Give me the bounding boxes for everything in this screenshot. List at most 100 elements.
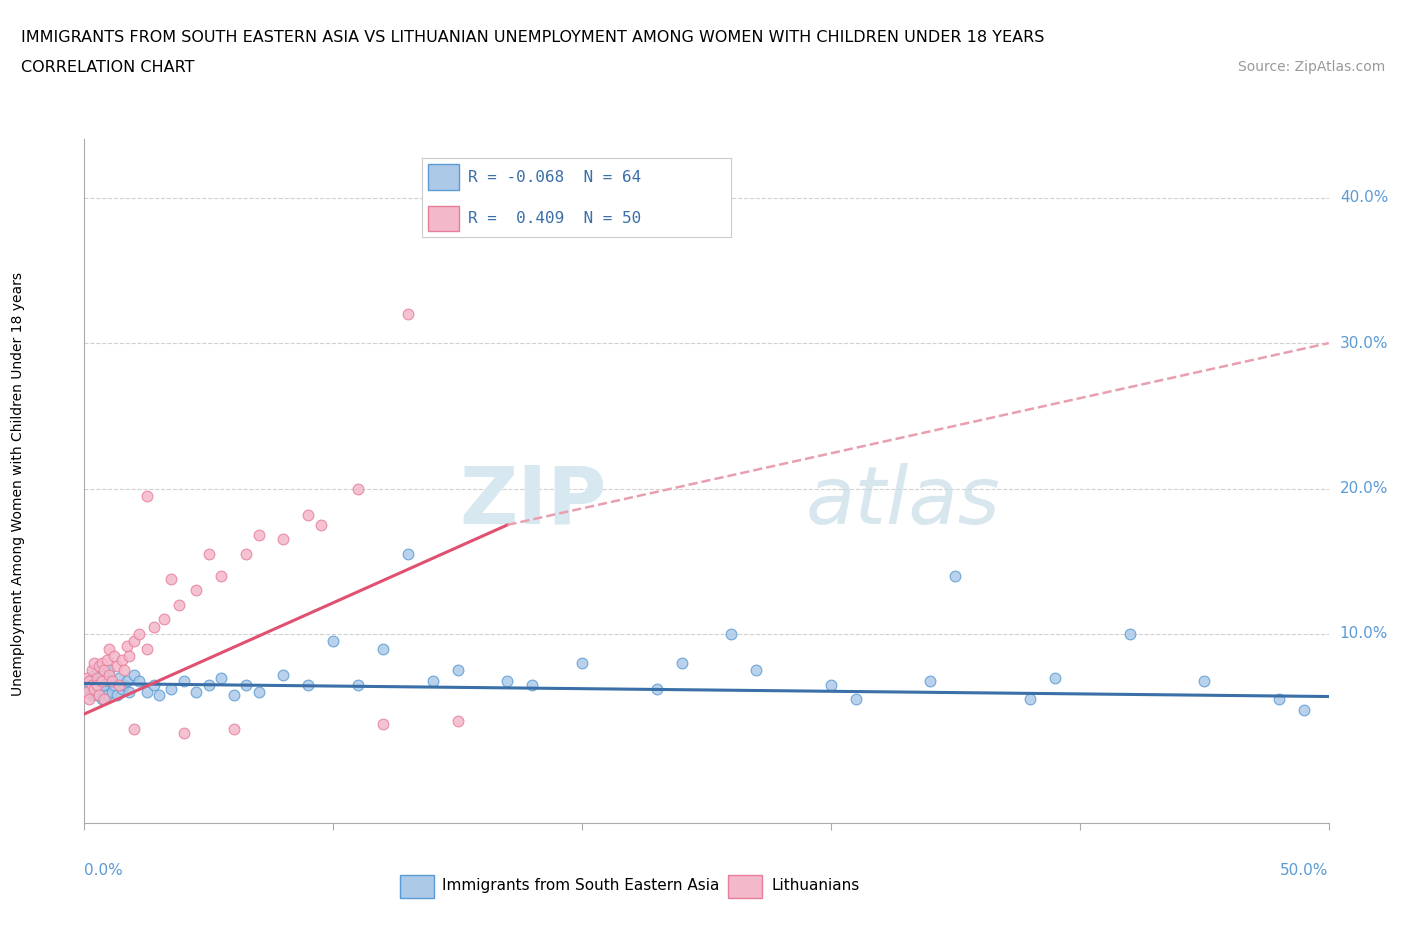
Point (79, 692, 101, 707)
Point (371, 641, 394, 656)
Point (148, 687, 170, 702)
Point (89, 681, 111, 696)
Point (222, 687, 245, 702)
Point (86, 687, 108, 702)
Text: 0.0%: 0.0% (84, 863, 124, 878)
Text: R = -0.068  N = 64: R = -0.068 N = 64 (468, 169, 641, 184)
Point (209, 568, 232, 583)
Point (112, 663, 135, 678)
Point (90, 667, 112, 682)
Point (845, 692, 868, 707)
Point (118, 684, 141, 699)
Point (447, 714, 470, 729)
Point (115, 638, 138, 653)
Point (98, 673, 121, 688)
Point (347, 677, 370, 692)
Bar (399, 875, 434, 898)
Point (79, 682, 101, 697)
Point (76, 671, 98, 685)
Point (945, 568, 967, 583)
Point (90, 692, 112, 707)
Point (1192, 673, 1215, 688)
Point (447, 663, 470, 678)
Point (108, 677, 131, 692)
Point (1019, 692, 1042, 707)
Point (1268, 692, 1291, 707)
Point (820, 677, 842, 692)
Point (273, 667, 295, 682)
Text: 50.0%: 50.0% (1281, 863, 1329, 878)
Point (197, 547, 221, 562)
Text: Lithuanians: Lithuanians (770, 878, 859, 894)
Point (173, 725, 195, 740)
Point (89, 687, 111, 702)
Point (90, 656, 112, 671)
Point (100, 684, 122, 699)
Point (135, 684, 157, 699)
Point (100, 673, 122, 688)
Point (108, 671, 131, 685)
Point (309, 517, 332, 532)
Text: Immigrants from South Eastern Asia: Immigrants from South Eastern Asia (441, 878, 720, 894)
Point (89, 673, 111, 688)
Point (93, 677, 115, 692)
Point (105, 658, 128, 673)
Point (80, 687, 103, 702)
Text: 30.0%: 30.0% (1340, 336, 1388, 351)
Point (83, 656, 105, 671)
Point (112, 677, 135, 692)
Point (93, 663, 115, 678)
Point (273, 532, 295, 547)
Point (93, 692, 115, 707)
Point (235, 547, 257, 562)
Point (209, 671, 232, 685)
Point (247, 527, 270, 542)
Point (86, 677, 108, 692)
Point (167, 597, 190, 612)
Point (496, 673, 519, 688)
Point (98, 663, 121, 678)
Text: CORRELATION CHART: CORRELATION CHART (21, 60, 194, 75)
Text: 10.0%: 10.0% (1340, 627, 1388, 642)
Point (920, 673, 942, 688)
Point (396, 547, 419, 562)
Bar (427, 206, 458, 231)
Point (160, 682, 183, 697)
Point (1043, 671, 1066, 685)
Text: R =  0.409  N = 50: R = 0.409 N = 50 (468, 211, 641, 226)
Point (186, 684, 208, 699)
Point (186, 583, 208, 598)
Point (396, 307, 419, 322)
Text: 40.0%: 40.0% (1340, 190, 1388, 206)
Point (122, 634, 145, 649)
Point (153, 612, 176, 627)
Point (86, 671, 108, 685)
Point (347, 481, 370, 496)
Point (86, 677, 108, 692)
Point (143, 677, 166, 692)
Point (80, 671, 103, 685)
Point (98, 641, 121, 656)
Point (83, 667, 105, 682)
Point (111, 653, 134, 668)
Point (80, 677, 103, 692)
Point (371, 717, 394, 732)
Point (122, 667, 145, 682)
Point (128, 627, 150, 642)
Point (122, 721, 145, 736)
Point (96, 687, 118, 702)
Point (128, 673, 150, 688)
Point (105, 687, 128, 702)
Bar (427, 165, 458, 190)
Point (76, 684, 98, 699)
Bar (728, 875, 762, 898)
Point (115, 673, 138, 688)
Text: IMMIGRANTS FROM SOUTH EASTERN ASIA VS LITHUANIAN UNEMPLOYMENT AMONG WOMEN WITH C: IMMIGRANTS FROM SOUTH EASTERN ASIA VS LI… (21, 30, 1045, 45)
Point (103, 677, 125, 692)
Point (671, 656, 693, 671)
Point (83, 684, 105, 699)
Point (720, 627, 742, 642)
Point (93, 684, 115, 699)
Point (522, 677, 544, 692)
Point (79, 673, 101, 688)
